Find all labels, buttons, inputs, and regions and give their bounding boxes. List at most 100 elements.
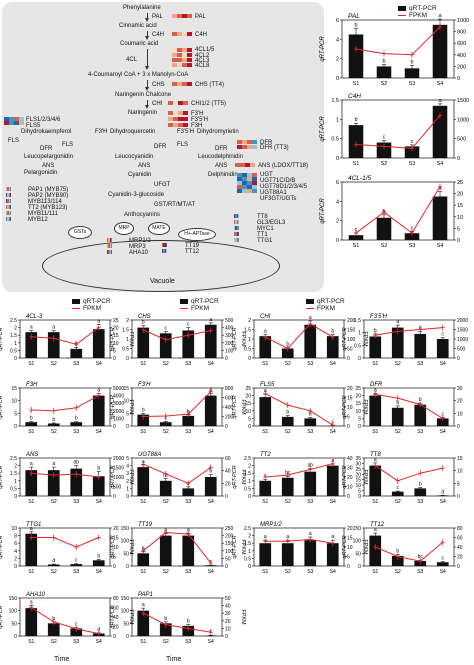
gene-ugt: UGT	[260, 172, 273, 178]
y-tick-label: 1	[248, 337, 251, 343]
enzyme-chi: CHI	[152, 101, 163, 107]
legend-fpkm-label: FPKM	[409, 12, 428, 19]
chart-title: C4H	[348, 93, 361, 100]
significance-letter: a	[264, 328, 267, 334]
x-tick-label: S2	[163, 429, 169, 435]
enzyme-4cl: 4CL	[126, 57, 138, 63]
arrow	[145, 31, 149, 40]
heatmap-4cl2	[172, 53, 192, 57]
y2-tick-label: 150	[225, 541, 234, 547]
chart-ugt88a: UGT88A0123450204060qRT-PCRFPKMaS1bcS2cS3…	[110, 452, 246, 505]
x-tick-label: S3	[417, 499, 423, 505]
enzyme-ans-mid: ANS	[138, 163, 151, 169]
y-tick-label: 0.5	[331, 137, 339, 143]
y-tick-label: 0.5	[244, 486, 251, 492]
fpkm-line	[374, 465, 443, 482]
x-tick-label: S3	[185, 569, 191, 575]
x-tick-label: S4	[208, 499, 214, 505]
significance-letter: c	[187, 322, 190, 328]
y2-tick-label: 1500	[113, 466, 124, 472]
arrow	[145, 100, 149, 109]
bar	[432, 196, 448, 240]
plot-frame	[19, 387, 111, 427]
y-tick-label: 0	[126, 356, 129, 362]
gene-4cl3: 4CL3	[195, 58, 210, 64]
significance-letter: ab	[307, 463, 313, 469]
y-tick-label: 0	[358, 564, 361, 570]
x-tick-label: S4	[330, 499, 336, 505]
y2-tick-label: 200	[347, 318, 356, 324]
y2-tick-label: 0	[457, 356, 460, 362]
x-tick-label: S2	[395, 361, 401, 367]
significance-letter: a	[286, 534, 289, 540]
x-tick-label: S1	[28, 429, 34, 435]
x-tick-label: S1	[353, 161, 360, 167]
significance-letter: a	[30, 325, 33, 331]
heatmap-4cl8	[172, 63, 192, 67]
plot-frame	[131, 527, 223, 567]
x-tick-label: S2	[51, 361, 57, 367]
y-tick-label: 1.5	[10, 333, 17, 339]
x-tick-label: S1	[140, 429, 146, 435]
y2-tick-label: 0	[113, 494, 116, 500]
y-tick-label: 0.5	[10, 348, 17, 354]
x-tick-label: S4	[330, 429, 336, 435]
bar	[281, 416, 294, 426]
heatmap-f3h-3	[168, 123, 188, 127]
heatmap-ugt	[237, 173, 257, 193]
x-tick-label: S4	[96, 639, 102, 645]
x-tick-label: S1	[262, 569, 268, 575]
x-tick-label: S4	[437, 243, 444, 249]
compound-dihydromyrietin: Dihydromyrietin	[197, 129, 239, 135]
x-tick-label: S1	[372, 499, 378, 505]
bar	[432, 24, 448, 78]
significance-letter: b	[309, 412, 312, 418]
significance-letter: b	[97, 554, 100, 560]
y2-tick-label: 200	[225, 534, 234, 540]
x-tick-label: S3	[73, 569, 79, 575]
y-tick-label: 1	[14, 341, 17, 347]
significance-letter: a	[438, 98, 442, 104]
chart-title: UGT88A	[138, 452, 161, 458]
x-tick-label: S3	[73, 361, 79, 367]
chart-title: TT12	[370, 522, 385, 528]
y-tick-label: 10	[11, 399, 17, 405]
y2-tick-label: 15	[457, 456, 463, 462]
x-tick-label: S2	[51, 639, 57, 645]
gene-fls1-6: FLS1/2/3/4/6	[26, 117, 61, 123]
bar	[70, 564, 83, 566]
x-tick-label: S4	[96, 569, 102, 575]
y2-axis-label: FPKM	[128, 469, 134, 485]
significance-letter: b	[97, 466, 100, 472]
legend-fpkm-label: FPKM	[317, 305, 336, 312]
significance-letter: a	[264, 534, 267, 540]
y2-tick-label: 15	[347, 396, 353, 402]
y2-axis-label: FPKM	[240, 539, 246, 555]
y-tick-label: 5	[358, 489, 361, 495]
gene-ugt78: UGT78D1/2/3/4/5	[260, 184, 308, 190]
y2-tick-label: 2000	[113, 456, 124, 462]
tf-myb11: MYB11/111	[28, 211, 59, 217]
y2-tick-label: 20	[225, 481, 231, 487]
chart-title: TT2	[260, 452, 271, 458]
y-tick-label: 0	[248, 564, 251, 570]
compound-leucodelphinidin: Leucodelphinidin	[198, 154, 244, 160]
y-tick-label: 15	[355, 478, 361, 484]
y-tick-label: 2	[14, 326, 17, 332]
bar	[348, 34, 364, 78]
fpkm-line	[31, 537, 99, 548]
bar	[182, 415, 195, 426]
plot-frame	[341, 99, 455, 159]
y2-tick-label: 10	[347, 545, 353, 551]
y-tick-label: 0.5	[354, 343, 361, 349]
y2-tick-label: 80	[457, 526, 463, 532]
y2-tick-label: 0	[113, 356, 116, 362]
y-axis-label: qRT-PCR	[0, 605, 4, 628]
chart-f3prime-h: F3'H0510150200400600800qRT-PCRFPKMbS1cS2…	[110, 382, 246, 435]
compound-coumaroyl-coa: 4-Coumaroyl CoA + 3 x Manolyn-CoA	[88, 72, 189, 78]
x-tick-label: S3	[307, 569, 313, 575]
significance-letter: bc	[418, 554, 424, 560]
gene-pal: PAL	[195, 14, 206, 20]
bar	[369, 336, 382, 358]
y-axis-label: qRT-PCR	[232, 465, 238, 488]
